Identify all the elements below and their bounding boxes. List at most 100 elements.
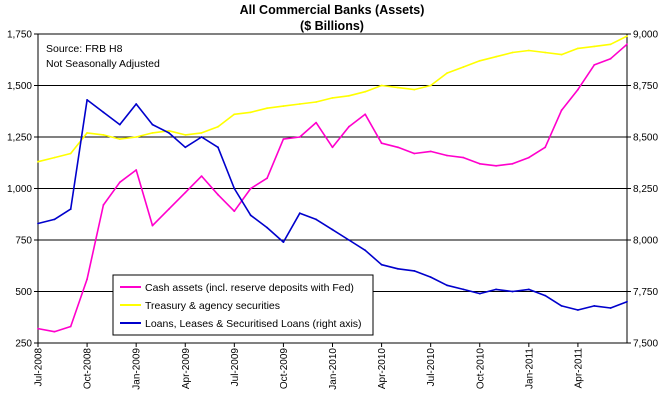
data-point-loans-leases — [429, 276, 432, 278]
data-point-loans-leases — [233, 187, 236, 190]
data-point-loans-leases — [609, 307, 612, 309]
data-point-cash-assets — [168, 208, 170, 211]
chart-subtitle: ($ Billions) — [300, 19, 364, 33]
data-point-cash-assets — [560, 109, 563, 112]
y-left-tick-label: 1,000 — [7, 184, 32, 195]
legend-label-loans: Loans, Leases & Securitised Loans (right… — [145, 318, 362, 330]
data-point-cash-assets — [184, 191, 187, 194]
y-right-tick-label: 9,000 — [633, 30, 658, 41]
x-axis: Jul-2008 Oct-2008 Jan-2009 Apr-2009 Jul-2009… — [34, 343, 584, 390]
data-point-loans-leases — [331, 228, 334, 231]
data-point-cash-assets — [151, 224, 154, 227]
data-point-loans-leases — [118, 123, 121, 126]
data-point-loans-leases — [544, 294, 547, 297]
data-point-treasury-securities — [364, 90, 367, 93]
right-axis: 7,500 7,750 8,000 8,250 8,500 8,750 9,000 — [627, 30, 658, 350]
data-point-treasury-securities — [626, 35, 628, 37]
data-point-treasury-securities — [413, 88, 416, 91]
data-point-cash-assets — [86, 278, 88, 280]
data-point-loans-leases — [348, 239, 350, 241]
data-point-treasury-securities — [102, 134, 105, 136]
data-point-cash-assets — [217, 193, 219, 196]
data-point-treasury-securities — [168, 129, 170, 132]
data-point-treasury-securities — [151, 132, 154, 134]
legend-label-cash: Cash assets (incl. reserve deposits with… — [145, 282, 354, 294]
data-point-treasury-securities — [315, 101, 317, 103]
data-point-treasury-securities — [478, 59, 481, 62]
data-point-cash-assets — [266, 177, 268, 180]
data-point-loans-leases — [626, 300, 628, 303]
data-point-cash-assets — [135, 169, 138, 171]
data-point-treasury-securities — [69, 152, 72, 155]
data-point-loans-leases — [577, 309, 579, 311]
data-point-treasury-securities — [348, 94, 350, 97]
data-point-loans-leases — [315, 218, 317, 221]
data-point-cash-assets — [315, 121, 317, 124]
data-point-loans-leases — [69, 208, 72, 211]
legend-label-treasury: Treasury & agency securities — [145, 300, 280, 312]
data-point-cash-assets — [102, 204, 105, 206]
data-point-loans-leases — [86, 99, 88, 101]
data-point-cash-assets — [331, 146, 334, 149]
y-left-tick-label: 500 — [15, 287, 32, 298]
data-point-treasury-securities — [53, 156, 56, 159]
data-point-treasury-securities — [609, 43, 612, 46]
data-point-loans-leases — [249, 214, 252, 217]
data-point-loans-leases — [151, 123, 154, 126]
data-point-loans-leases — [217, 146, 219, 149]
data-point-cash-assets — [413, 152, 416, 155]
data-point-treasury-securities — [118, 138, 121, 141]
data-point-loans-leases — [495, 288, 497, 291]
x-tick-label: Oct-2010 — [475, 348, 486, 390]
data-point-treasury-securities — [429, 84, 432, 87]
data-point-treasury-securities — [544, 51, 547, 54]
data-point-loans-leases — [397, 267, 399, 270]
y-left-tick-label: 1,500 — [7, 81, 32, 92]
data-point-treasury-securities — [37, 160, 39, 163]
data-point-treasury-securities — [249, 111, 252, 114]
data-point-cash-assets — [577, 88, 579, 91]
data-point-cash-assets — [298, 136, 301, 138]
y-right-tick-label: 7,750 — [633, 287, 658, 298]
data-point-loans-leases — [200, 136, 203, 138]
data-point-loans-leases — [37, 222, 39, 225]
data-point-treasury-securities — [593, 45, 596, 48]
data-point-loans-leases — [298, 212, 301, 215]
data-point-treasury-securities — [462, 66, 465, 68]
data-point-treasury-securities — [560, 53, 563, 56]
data-point-loans-leases — [511, 290, 514, 293]
data-point-cash-assets — [446, 154, 448, 157]
data-point-treasury-securities — [233, 113, 236, 116]
seasonal-note: Not Seasonally Adjusted — [46, 58, 160, 70]
data-point-treasury-securities — [200, 132, 203, 134]
data-point-cash-assets — [233, 210, 236, 213]
x-tick-label: Jan-2009 — [132, 348, 143, 390]
x-tick-label: Jan-2011 — [524, 348, 535, 389]
data-point-loans-leases — [478, 292, 481, 295]
data-point-cash-assets — [609, 57, 612, 60]
y-right-tick-label: 7,500 — [633, 339, 658, 350]
data-point-cash-assets — [593, 64, 596, 66]
y-right-tick-label: 8,250 — [633, 184, 658, 195]
y-right-tick-label: 8,750 — [633, 81, 658, 92]
data-point-cash-assets — [544, 146, 547, 149]
data-point-loans-leases — [266, 226, 268, 229]
data-point-loans-leases — [380, 263, 383, 266]
x-tick-label: Jul-2008 — [34, 348, 45, 387]
x-tick-label: Jul-2010 — [426, 348, 437, 387]
data-point-treasury-securities — [511, 51, 514, 54]
legend: Cash assets (incl. reserve deposits with… — [112, 274, 374, 336]
y-left-tick-label: 750 — [15, 236, 32, 247]
y-left-tick-label: 1,750 — [7, 30, 32, 41]
data-point-treasury-securities — [331, 97, 334, 99]
data-point-cash-assets — [626, 43, 628, 46]
data-point-treasury-securities — [397, 86, 399, 89]
data-point-cash-assets — [462, 156, 465, 159]
x-tick-label: Apr-2009 — [181, 348, 192, 390]
data-point-cash-assets — [37, 327, 39, 330]
data-point-cash-assets — [429, 150, 432, 153]
data-point-cash-assets — [53, 330, 56, 333]
data-point-cash-assets — [200, 175, 203, 178]
chart-title: All Commercial Banks (Assets) — [240, 3, 425, 17]
